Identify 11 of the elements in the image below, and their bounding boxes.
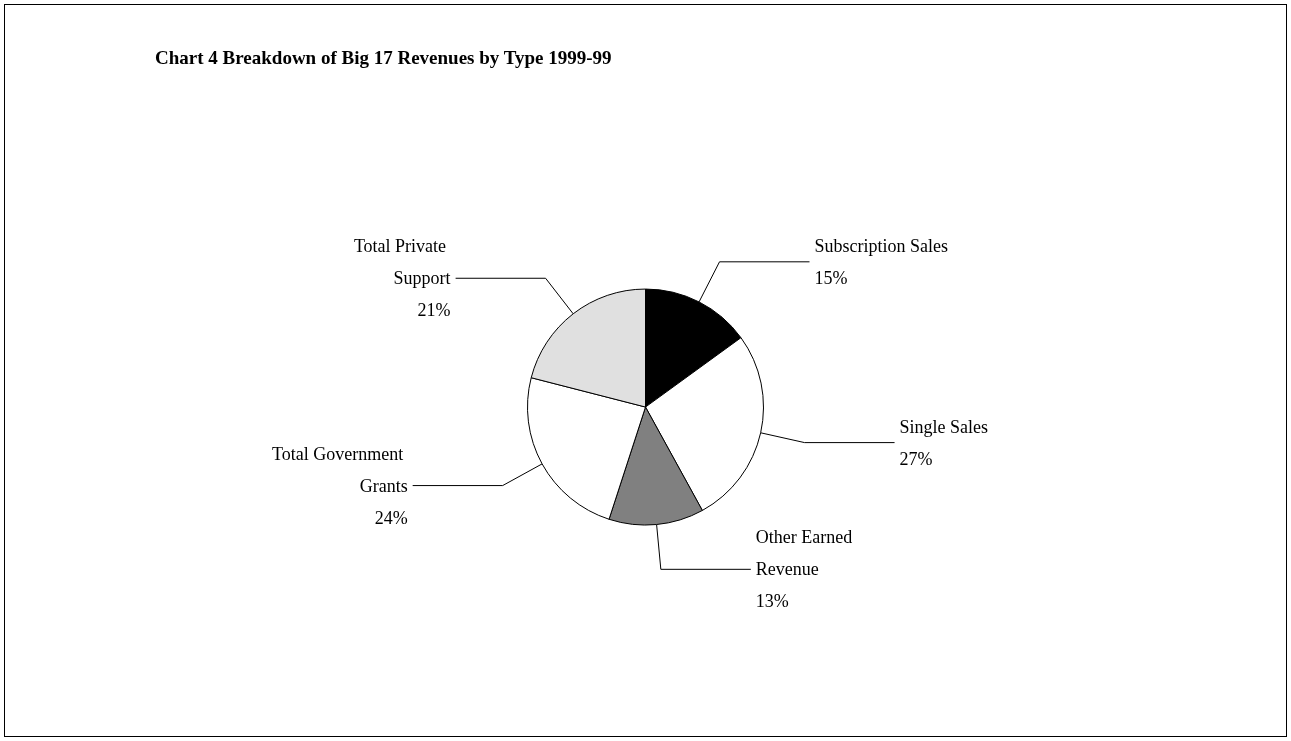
chart-title: Chart 4 Breakdown of Big 17 Revenues by Type 1999-99	[155, 47, 612, 68]
slice-label: Total Government Grants	[271, 443, 408, 496]
data-label: 27%	[899, 448, 933, 469]
slice-label: Single Sales	[899, 416, 989, 437]
slice-label: Subscription Sales	[814, 235, 948, 256]
data-label: 21%	[417, 300, 451, 321]
data-label: 13%	[755, 591, 789, 612]
data-label: 24%	[374, 507, 408, 528]
slice-label: Total Private Support	[353, 236, 451, 289]
slice-label: Other Earned Revenue	[755, 527, 857, 580]
data-label: 15%	[814, 267, 848, 288]
